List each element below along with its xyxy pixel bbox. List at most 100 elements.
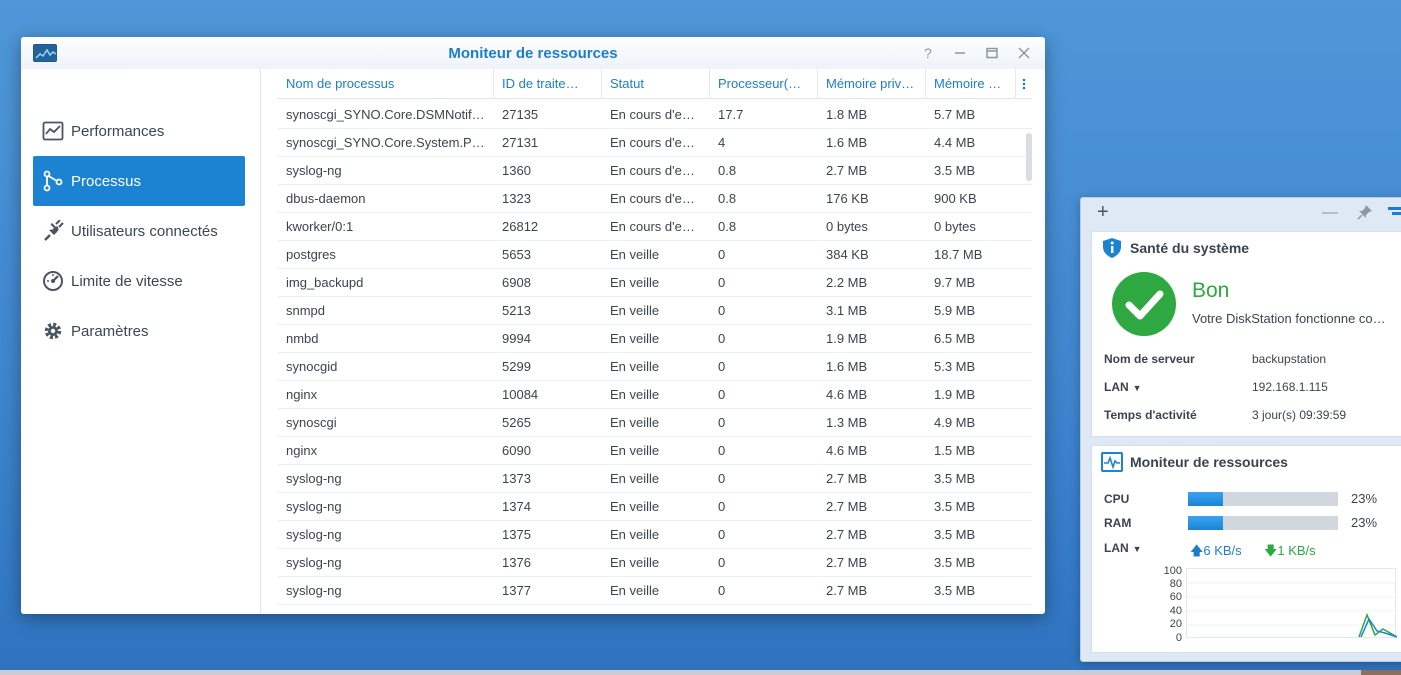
column-header-status[interactable]: Statut bbox=[602, 69, 710, 99]
cell-memory: 4.4 MB bbox=[934, 135, 976, 150]
table-row[interactable]: nmbd 9994 En veille 0 1.9 MB 6.5 MB bbox=[278, 325, 1032, 353]
sidebar-item-label: Utilisateurs connectés bbox=[71, 222, 218, 240]
cell-name: synocgid bbox=[286, 359, 338, 374]
cell-pid: 5653 bbox=[502, 247, 531, 262]
column-menu-icon[interactable] bbox=[1016, 76, 1032, 92]
y-tick-label: 0 bbox=[1175, 632, 1182, 644]
cell-cpu: 0.8 bbox=[718, 163, 737, 178]
cell-name: synoscgi bbox=[286, 415, 337, 430]
caret-down-icon: ▼ bbox=[1132, 383, 1142, 393]
cell-private-memory: 2.7 MB bbox=[826, 471, 868, 486]
layout-icon[interactable] bbox=[1387, 205, 1401, 221]
table-scrollbar[interactable] bbox=[1026, 133, 1032, 181]
resource-monitor-icon bbox=[1101, 451, 1123, 473]
cell-name: kworker/0:1 bbox=[286, 219, 354, 234]
help-icon[interactable]: ? bbox=[924, 45, 932, 61]
cell-status: En veille bbox=[610, 415, 660, 430]
column-header-name[interactable]: Nom de processus bbox=[278, 69, 494, 99]
minimize-widget-icon[interactable]: — bbox=[1322, 204, 1338, 221]
window-titlebar[interactable]: Moniteur de ressources ? bbox=[21, 37, 1045, 69]
sidebar-item-utilisateurs[interactable]: Utilisateurs connectés bbox=[33, 206, 245, 256]
maximize-icon[interactable] bbox=[981, 43, 1003, 63]
column-header-memory[interactable]: Mémoire … bbox=[926, 69, 1016, 99]
cell-memory: 5.3 MB bbox=[934, 359, 976, 374]
cell-pid: 6090 bbox=[502, 443, 531, 458]
cell-private-memory: 1.3 MB bbox=[826, 415, 868, 430]
table-row[interactable]: img_backupd 6908 En veille 0 2.2 MB 9.7 MB bbox=[278, 269, 1032, 297]
window-title: Moniteur de ressources bbox=[448, 45, 618, 62]
table-row[interactable]: synoscgi 5265 En veille 0 1.3 MB 4.9 MB bbox=[278, 409, 1032, 437]
cell-status: En veille bbox=[610, 275, 660, 290]
cell-status: En veille bbox=[610, 471, 660, 486]
minimize-icon[interactable] bbox=[949, 43, 971, 63]
cell-status: En veille bbox=[610, 359, 660, 374]
chart-icon bbox=[41, 119, 65, 143]
cell-memory: 5.7 MB bbox=[934, 107, 976, 122]
table-row[interactable]: syslog-ng 1376 En veille 0 2.7 MB 3.5 MB bbox=[278, 549, 1032, 577]
taskbar-edge bbox=[0, 670, 1401, 675]
cell-private-memory: 2.7 MB bbox=[826, 583, 868, 598]
pin-icon[interactable] bbox=[1357, 204, 1373, 220]
caret-down-icon: ▼ bbox=[1132, 544, 1142, 554]
lan-label: LAN bbox=[1104, 380, 1129, 394]
y-tick-label: 100 bbox=[1163, 565, 1182, 577]
cell-pid: 10084 bbox=[502, 387, 539, 402]
table-row[interactable]: kworker/0:1 26812 En cours d'e… 0.8 0 bytes 0… bbox=[278, 213, 1032, 241]
resource-monitor-app-icon bbox=[33, 44, 57, 62]
table-row[interactable]: synoscgi_SYNO.Core.System.P… 27131 En cour… bbox=[278, 129, 1032, 157]
table-row[interactable]: syslog-ng 1374 En veille 0 2.7 MB 3.5 MB bbox=[278, 493, 1032, 521]
cell-cpu: 0 bbox=[718, 583, 726, 598]
table-row[interactable]: snmpd 5213 En veille 0 3.1 MB 5.9 MB bbox=[278, 297, 1032, 325]
table-row[interactable]: syslog-ng 1373 En veille 0 2.7 MB 3.5 MB bbox=[278, 465, 1032, 493]
cpu-label: CPU bbox=[1104, 492, 1130, 506]
sidebar-item-performances[interactable]: Performances bbox=[33, 106, 245, 156]
table-row[interactable]: syslog-ng 1360 En cours d'e… 0.8 2.7 MB 3.5 M… bbox=[278, 157, 1032, 185]
table-row[interactable]: nginx 10084 En veille 0 4.6 MB 1.9 MB bbox=[278, 381, 1032, 409]
sidebar-item-label: Processus bbox=[71, 172, 142, 190]
cell-name: syslog-ng bbox=[286, 527, 342, 542]
table-row[interactable]: nginx 6090 En veille 0 4.6 MB 1.5 MB bbox=[278, 437, 1032, 465]
cell-name: snmpd bbox=[286, 303, 326, 318]
cell-cpu: 0.8 bbox=[718, 219, 737, 234]
y-tick-label: 60 bbox=[1169, 591, 1182, 603]
sidebar-item-parametres[interactable]: Paramètres bbox=[33, 306, 245, 356]
close-icon[interactable] bbox=[1013, 43, 1035, 63]
column-header-pid[interactable]: ID de traite… bbox=[494, 69, 602, 99]
table-row[interactable]: postgres 5653 En veille 0 384 KB 18.7 MB bbox=[278, 241, 1032, 269]
cell-cpu: 0 bbox=[718, 527, 726, 542]
cell-pid: 1377 bbox=[502, 583, 531, 598]
cell-private-memory: 0 bytes bbox=[826, 219, 868, 234]
uptime-value: 3 jour(s) 09:39:59 bbox=[1252, 408, 1347, 422]
cell-name: syslog-ng bbox=[286, 499, 342, 514]
cell-private-memory: 2.7 MB bbox=[826, 527, 868, 542]
upload-rate: 🡅6 KB/s bbox=[1190, 543, 1242, 558]
lan-selector[interactable]: LAN ▼ bbox=[1104, 380, 1142, 394]
cell-private-memory: 384 KB bbox=[826, 247, 869, 262]
table-row[interactable]: synoscgi_SYNO.Core.DSMNotif… 27135 En cour… bbox=[278, 101, 1032, 129]
cell-pid: 1323 bbox=[502, 191, 531, 206]
cell-cpu: 0.8 bbox=[718, 191, 737, 206]
cell-cpu: 4 bbox=[718, 135, 726, 150]
sidebar-item-processus[interactable]: Processus bbox=[33, 156, 245, 206]
process-table: Nom de processus ID de traite… Statut Pr… bbox=[278, 69, 1038, 614]
table-row[interactable]: dbus-daemon 1323 En cours d'e… 0.8 176 KB 900… bbox=[278, 185, 1032, 213]
table-row[interactable]: synocgid 5299 En veille 0 1.6 MB 5.3 MB bbox=[278, 353, 1032, 381]
sidebar-item-label: Paramètres bbox=[71, 322, 149, 340]
cell-memory: 3.5 MB bbox=[934, 163, 976, 178]
cell-private-memory: 2.7 MB bbox=[826, 555, 868, 570]
cell-status: En veille bbox=[610, 247, 660, 262]
cell-cpu: 0 bbox=[718, 443, 726, 458]
table-row[interactable]: syslog-ng 1377 En veille 0 2.7 MB 3.5 MB bbox=[278, 577, 1032, 605]
system-health-widget: Santé du système Bon Votre DiskStation f… bbox=[1091, 231, 1401, 437]
column-header-cpu[interactable]: Processeur(… bbox=[710, 69, 818, 99]
cell-cpu: 0 bbox=[718, 415, 726, 430]
cell-private-memory: 2.2 MB bbox=[826, 275, 868, 290]
cell-status: En veille bbox=[610, 303, 660, 318]
lan-network-selector[interactable]: LAN ▼ bbox=[1104, 541, 1142, 555]
cell-memory: 18.7 MB bbox=[934, 247, 983, 262]
table-row[interactable]: syslog-ng 1375 En veille 0 2.7 MB 3.5 MB bbox=[278, 521, 1032, 549]
add-widget-icon[interactable]: + bbox=[1097, 201, 1109, 223]
sidebar-item-limite-vitesse[interactable]: Limite de vitesse bbox=[33, 256, 245, 306]
column-header-private-memory[interactable]: Mémoire priv… bbox=[818, 69, 926, 99]
cell-pid: 5213 bbox=[502, 303, 531, 318]
